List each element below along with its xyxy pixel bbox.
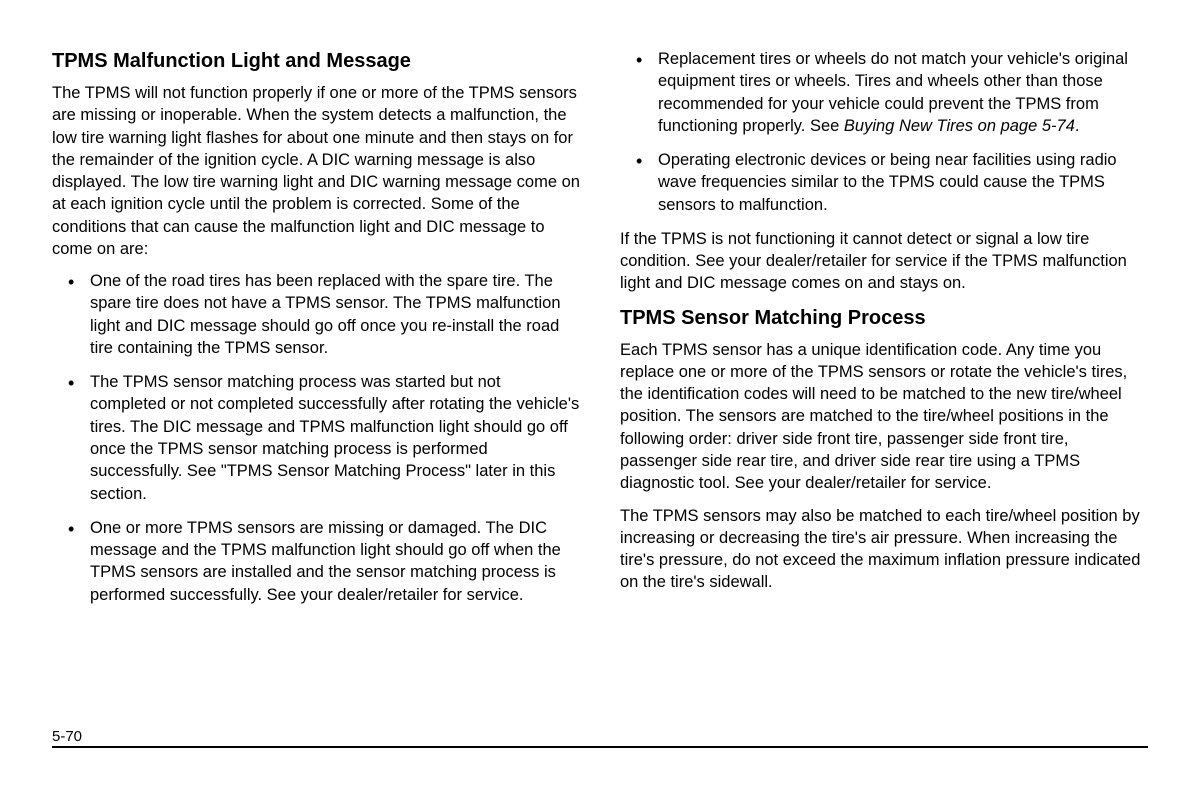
list-item: Replacement tires or wheels do not match…	[644, 48, 1148, 137]
body-paragraph: The TPMS sensors may also be matched to …	[620, 505, 1148, 594]
heading-tpms-malfunction: TPMS Malfunction Light and Message	[52, 48, 580, 74]
heading-sensor-matching: TPMS Sensor Matching Process	[620, 305, 1148, 331]
right-bullet-list: Replacement tires or wheels do not match…	[620, 48, 1148, 228]
left-bullet-list: One of the road tires has been replaced …	[52, 270, 580, 618]
page-footer: 5-70	[52, 746, 1148, 770]
list-item: One of the road tires has been replaced …	[76, 270, 580, 359]
body-paragraph: If the TPMS is not functioning it cannot…	[620, 228, 1148, 295]
intro-paragraph: The TPMS will not function properly if o…	[52, 82, 580, 260]
page-columns: TPMS Malfunction Light and Message The T…	[52, 48, 1148, 728]
left-column: TPMS Malfunction Light and Message The T…	[52, 48, 580, 728]
page-number: 5-70	[52, 728, 92, 745]
cross-reference: Buying New Tires on page 5-74	[844, 117, 1075, 135]
bullet-text-after: .	[1075, 117, 1080, 135]
right-column: Replacement tires or wheels do not match…	[620, 48, 1148, 728]
list-item: Operating electronic devices or being ne…	[644, 149, 1148, 216]
list-item: The TPMS sensor matching process was sta…	[76, 371, 580, 505]
body-paragraph: Each TPMS sensor has a unique identifica…	[620, 339, 1148, 495]
list-item: One or more TPMS sensors are missing or …	[76, 517, 580, 606]
